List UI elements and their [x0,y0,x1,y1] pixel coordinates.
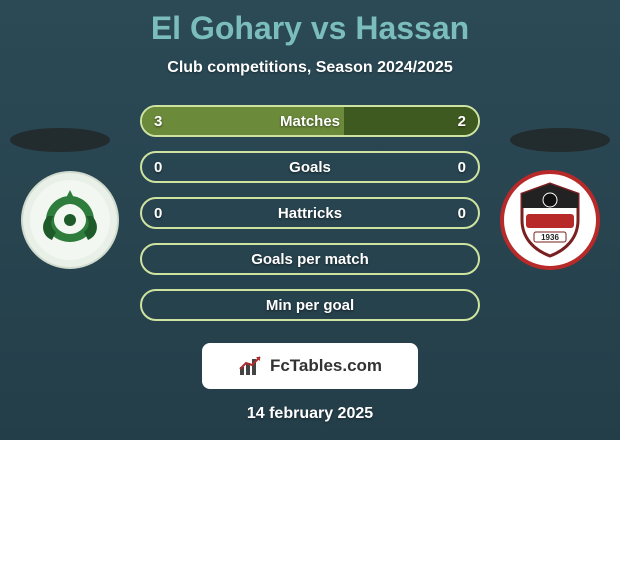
stat-value-left: 0 [154,205,162,222]
crest-left-svg [20,170,120,270]
stat-label: Goals [289,159,331,176]
player-shadow-right [510,128,610,152]
player-shadow-left [10,128,110,152]
stats-list: 3 2 Matches 0 0 Goals 0 0 Hattricks Goals per mat… [140,105,480,321]
stat-value-right: 0 [458,159,466,176]
stat-label: Hattricks [278,205,342,222]
stat-fill-right [310,153,478,181]
page-subtitle: Club competitions, Season 2024/2025 [167,59,452,77]
page-title: El Gohary vs Hassan [151,10,469,47]
comparison-card: El Gohary vs Hassan Club competitions, S… [0,0,620,440]
stat-row: 3 2 Matches [140,105,480,137]
chart-icon [238,355,264,377]
brand-text: FcTables.com [270,356,382,376]
team-crest-right: 1936 [500,170,600,270]
stat-value-left: 0 [154,159,162,176]
stat-row: 0 0 Hattricks [140,197,480,229]
stat-row: 0 0 Goals [140,151,480,183]
stat-fill-left [142,153,310,181]
team-crest-left [20,170,120,270]
stat-value-right: 0 [458,205,466,222]
crest-right-svg: 1936 [500,170,600,270]
crest-right-year: 1936 [541,233,559,242]
footer-date: 14 february 2025 [247,405,373,423]
stat-value-right: 2 [458,113,466,130]
stat-row: Min per goal [140,289,480,321]
stat-row: Goals per match [140,243,480,275]
stat-label: Goals per match [251,251,369,268]
stat-value-left: 3 [154,113,162,130]
stat-label: Matches [280,113,340,130]
brand-badge[interactable]: FcTables.com [202,343,418,389]
stat-label: Min per goal [266,297,354,314]
